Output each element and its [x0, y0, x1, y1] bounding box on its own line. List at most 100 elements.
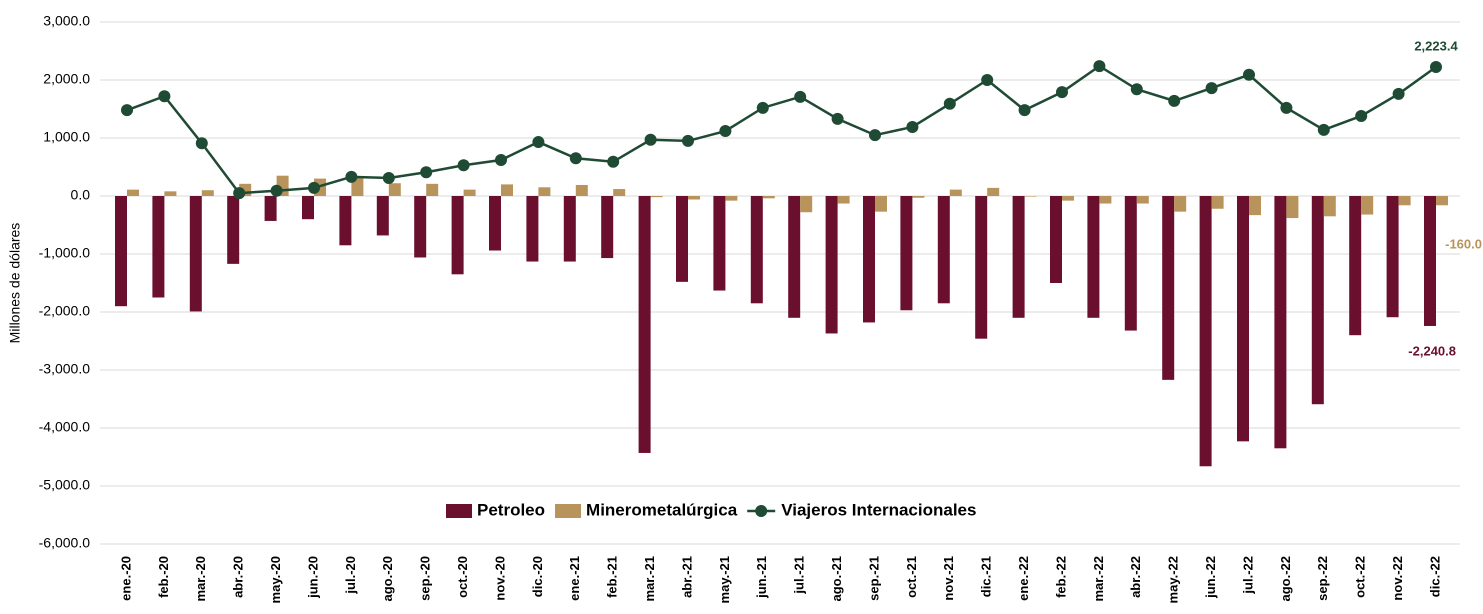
x-tick-label: jul.-20 — [343, 556, 358, 595]
x-tick-label: dic.-20 — [530, 556, 545, 597]
x-tick-label: mar.-21 — [642, 556, 657, 602]
bar — [1274, 196, 1287, 449]
line-marker — [719, 125, 732, 138]
bar — [1136, 196, 1149, 204]
bar — [1311, 196, 1324, 405]
bar — [264, 196, 277, 221]
line-marker — [270, 184, 283, 197]
y-tick-label: -4,000.0 — [39, 419, 91, 435]
x-tick-label: oct.-20 — [455, 556, 470, 598]
bar — [1349, 196, 1362, 336]
x-tick-label: feb.-22 — [1053, 556, 1068, 598]
bar — [1087, 196, 1100, 318]
x-tick-label: sep.-22 — [1315, 556, 1330, 601]
x-tick-label: dic.-21 — [979, 556, 994, 597]
x-tick-label: jun.-20 — [305, 556, 320, 599]
line-marker — [495, 154, 507, 167]
bar — [837, 196, 850, 204]
x-tick-label: sep.-20 — [418, 556, 433, 601]
line-marker — [195, 137, 208, 150]
line-marker — [869, 129, 881, 142]
x-tick-label: mar.-20 — [193, 556, 208, 602]
bar — [1361, 196, 1374, 215]
y-tick-label: 2,000.0 — [43, 71, 90, 87]
y-tick-label: -1,000.0 — [39, 245, 91, 261]
line-marker — [158, 90, 171, 103]
line-marker — [1280, 101, 1293, 114]
data-label: 2,223.4 — [1414, 38, 1458, 53]
bar — [189, 196, 202, 312]
bar — [376, 196, 389, 236]
bar — [1174, 196, 1187, 212]
y-tick-label: 1,000.0 — [43, 129, 90, 145]
bar — [1199, 196, 1212, 467]
line-marker — [981, 74, 994, 86]
x-tick-label: ago.-20 — [380, 556, 395, 602]
x-tick-label: nov.-22 — [1390, 556, 1405, 601]
y-tick-label: -3,000.0 — [39, 361, 91, 377]
line-marker — [1168, 94, 1181, 107]
bar — [575, 184, 588, 196]
legend-swatch — [755, 505, 768, 517]
legend-label: Minerometalúrgica — [586, 500, 738, 519]
data-label: -160.0 — [1445, 237, 1482, 252]
legend-item: Viajeros Internacionales — [747, 500, 976, 519]
bar — [152, 196, 165, 298]
bar — [351, 177, 364, 196]
bar — [900, 196, 913, 311]
bar — [875, 196, 887, 212]
x-tick-label: abr.-20 — [231, 556, 246, 598]
bar — [725, 196, 738, 201]
bar — [1286, 196, 1299, 219]
x-tick-label: nov.-20 — [492, 556, 507, 601]
bar — [676, 196, 688, 282]
bar — [201, 190, 214, 196]
line-marker — [121, 104, 133, 117]
bar — [713, 196, 726, 291]
bar — [1162, 196, 1175, 380]
bar — [762, 196, 775, 199]
y-tick-label: -5,000.0 — [39, 477, 91, 493]
x-tick-label: may.-21 — [717, 556, 732, 603]
bar — [463, 189, 476, 196]
x-tick-label: may.-22 — [1166, 556, 1181, 603]
line-marker — [1018, 104, 1031, 117]
y-tick-label: 3,000.0 — [43, 13, 90, 29]
x-tick-label: feb.-21 — [605, 556, 620, 598]
y-tick-label: 0.0 — [71, 187, 91, 203]
bar — [302, 196, 314, 220]
x-tick-label: ago.-21 — [829, 556, 844, 602]
bar — [115, 196, 127, 307]
legend-swatch — [555, 504, 582, 518]
bar — [800, 196, 813, 213]
bar — [1398, 196, 1411, 206]
x-tick-label: ene.-22 — [1016, 556, 1031, 601]
legend-item: Minerometalúrgica — [555, 500, 738, 519]
bar — [1099, 196, 1112, 204]
bar — [601, 196, 614, 259]
x-tick-label: jun.-22 — [1203, 556, 1218, 599]
bar — [227, 196, 240, 264]
x-tick-label: nov.-21 — [941, 556, 956, 601]
x-tick-label: feb.-20 — [156, 556, 171, 598]
bar — [650, 196, 663, 198]
x-tick-label: jul.-22 — [1240, 556, 1255, 595]
legend-item: Petroleo — [446, 500, 545, 519]
line-marker — [1430, 61, 1442, 74]
data-label: -2,240.8 — [1408, 343, 1456, 358]
legend-label: Petroleo — [477, 500, 545, 519]
x-tick-label: may.-20 — [268, 556, 283, 603]
line-marker — [345, 170, 358, 183]
line-marker — [1056, 86, 1068, 99]
bar — [127, 189, 139, 196]
line-marker — [420, 166, 433, 179]
line-marker — [382, 172, 395, 185]
bar — [526, 196, 539, 262]
line-marker — [457, 159, 470, 172]
bar — [1211, 196, 1224, 209]
line-marker — [794, 90, 807, 103]
bar — [949, 189, 962, 196]
line-marker — [644, 133, 657, 146]
legend-label: Viajeros Internacionales — [781, 500, 976, 519]
